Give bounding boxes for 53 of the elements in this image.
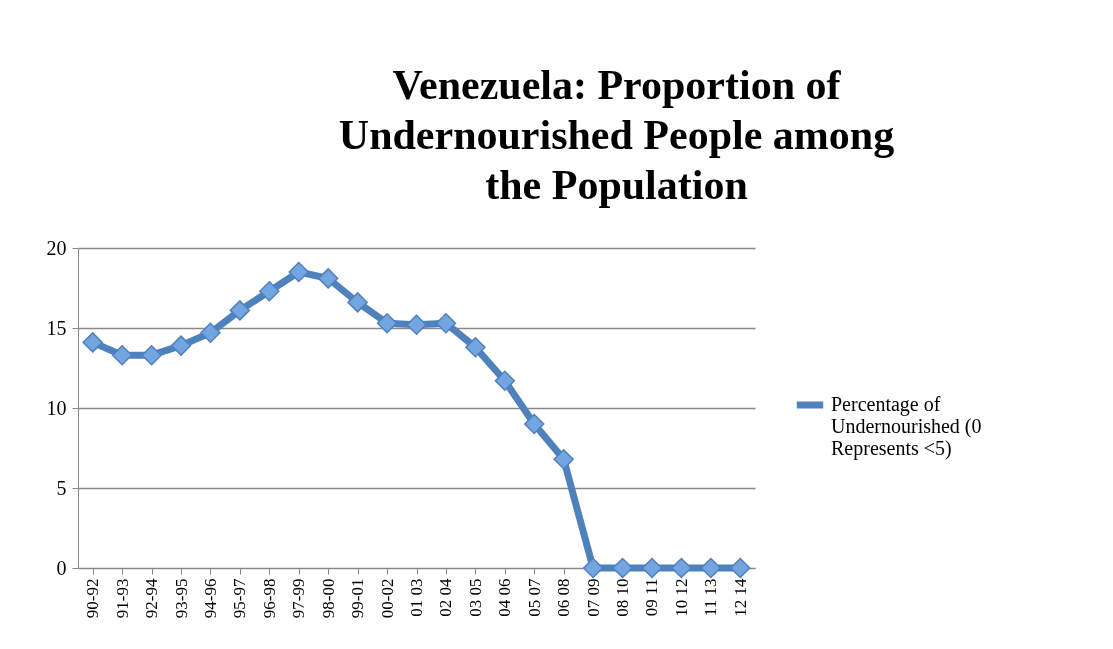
point: [553, 448, 574, 470]
point: [406, 314, 427, 336]
point: [582, 557, 604, 579]
point: [259, 280, 280, 302]
legend-label: Percentage of Undernourished (0 Represents <5): [831, 393, 982, 460]
y-tick-label: 5: [56, 476, 67, 499]
x-tick-label: 93-95: [171, 578, 191, 619]
point: [494, 370, 516, 392]
x-tick-label: 97-99: [289, 578, 309, 619]
y-tick-label: 0: [56, 556, 67, 579]
point: [641, 557, 663, 579]
point: [200, 322, 221, 344]
y-tick-label: 15: [46, 316, 67, 339]
chart-title: Venezuela: Proportion of Undernourished People among the Population: [338, 62, 895, 208]
x-tick-label: 03 05: [465, 578, 485, 617]
point: [111, 344, 133, 366]
x-tick-label: 08 10: [613, 578, 633, 617]
point: [671, 557, 692, 579]
x-tick-label: 07 09: [583, 578, 603, 617]
point: [141, 344, 162, 366]
point: [376, 312, 398, 334]
point: [170, 335, 192, 356]
y-tick-label: 20: [46, 236, 67, 259]
point: [524, 413, 545, 435]
x-tick-label: 00-02: [377, 578, 397, 619]
point: [317, 268, 339, 289]
point: [435, 312, 457, 334]
x-tick-label: 05 07: [524, 578, 544, 617]
x-tick-label: 99-01: [348, 578, 368, 619]
x-tick-label: 12 14: [730, 578, 750, 617]
point: [288, 261, 309, 283]
x-tick-label: 94-96: [200, 578, 220, 619]
x-tick-label: 92-94: [142, 578, 162, 619]
x-tick-label: 09 11: [642, 578, 662, 617]
x-tick-label: 10 12: [671, 578, 691, 617]
x-tick-label: 98-00: [318, 578, 338, 619]
x-tick-label: 04 06: [495, 578, 515, 617]
point: [730, 557, 751, 579]
point: [465, 336, 486, 358]
point: [347, 292, 368, 313]
point: [82, 332, 103, 353]
point: [229, 300, 251, 321]
point: [612, 557, 633, 579]
x-tick-label: 95-97: [230, 578, 250, 619]
x-tick-label: 01 03: [407, 578, 426, 617]
x-tick-label: 90-92: [83, 578, 103, 619]
point: [700, 557, 722, 579]
y-tick-label: 10: [46, 396, 67, 419]
x-tick-label: 11 13: [701, 578, 721, 617]
x-tick-label: 06 08: [554, 578, 574, 617]
x-tick-label: 91-93: [112, 578, 132, 619]
x-tick-label: 96-98: [259, 578, 279, 619]
x-tick-label: 02 04: [436, 578, 456, 617]
